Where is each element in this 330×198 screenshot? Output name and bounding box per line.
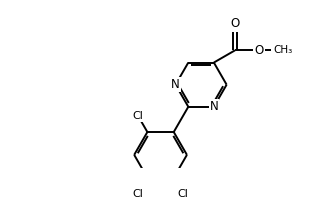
Text: O: O (230, 17, 240, 30)
Text: O: O (254, 44, 264, 57)
Text: N: N (210, 100, 218, 113)
Text: CH₃: CH₃ (273, 45, 292, 55)
Text: Cl: Cl (133, 189, 144, 198)
Text: Cl: Cl (178, 189, 188, 198)
Text: N: N (171, 78, 180, 91)
Text: Cl: Cl (133, 111, 144, 121)
